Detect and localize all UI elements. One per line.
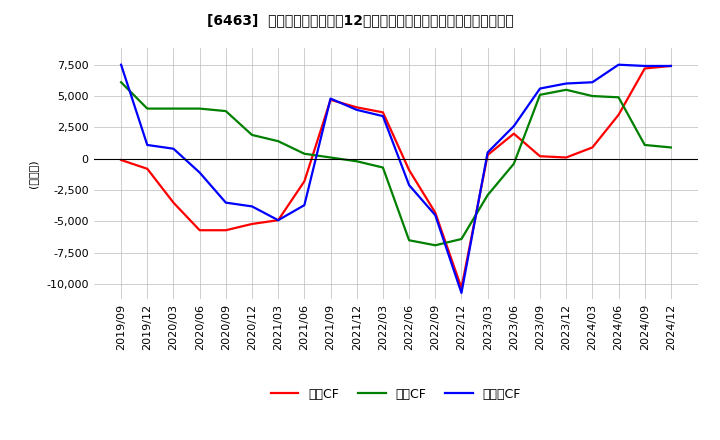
投資CF	[300, 151, 309, 156]
投資CF	[457, 236, 466, 242]
営業CF	[248, 221, 256, 227]
営業CF	[222, 227, 230, 233]
営業CF	[483, 152, 492, 158]
投資CF	[536, 92, 544, 97]
フリーCF	[352, 107, 361, 113]
営業CF	[667, 63, 675, 69]
投資CF	[143, 106, 152, 111]
フリーCF	[614, 62, 623, 67]
営業CF	[143, 166, 152, 172]
フリーCF	[405, 183, 413, 188]
フリーCF	[588, 80, 597, 85]
投資CF	[510, 161, 518, 166]
投資CF	[195, 106, 204, 111]
Legend: 営業CF, 投資CF, フリーCF: 営業CF, 投資CF, フリーCF	[266, 383, 526, 406]
投資CF	[222, 108, 230, 114]
投資CF	[117, 80, 125, 85]
営業CF	[169, 200, 178, 205]
営業CF	[300, 179, 309, 184]
営業CF	[588, 145, 597, 150]
営業CF	[352, 105, 361, 110]
フリーCF	[222, 200, 230, 205]
フリーCF	[536, 86, 544, 91]
営業CF	[510, 131, 518, 136]
フリーCF	[274, 217, 282, 223]
フリーCF	[431, 213, 440, 218]
投資CF	[405, 238, 413, 243]
投資CF	[431, 242, 440, 248]
投資CF	[588, 93, 597, 99]
フリーCF	[169, 146, 178, 151]
営業CF	[457, 285, 466, 290]
Line: 営業CF: 営業CF	[121, 66, 671, 288]
営業CF	[117, 158, 125, 163]
フリーCF	[667, 63, 675, 69]
Line: フリーCF: フリーCF	[121, 65, 671, 293]
営業CF	[274, 217, 282, 223]
フリーCF	[483, 150, 492, 155]
投資CF	[274, 139, 282, 144]
営業CF	[640, 66, 649, 71]
投資CF	[483, 192, 492, 198]
フリーCF	[195, 170, 204, 175]
フリーCF	[640, 63, 649, 69]
フリーCF	[510, 124, 518, 129]
営業CF	[536, 154, 544, 159]
投資CF	[352, 158, 361, 164]
Text: (百万円): (百万円)	[28, 159, 38, 188]
Text: [6463]  キャッシュフローの12か月移動合計の対前年同期増減額の推移: [6463] キャッシュフローの12か月移動合計の対前年同期増減額の推移	[207, 13, 513, 27]
フリーCF	[117, 62, 125, 67]
営業CF	[431, 210, 440, 215]
フリーCF	[143, 142, 152, 147]
Line: 投資CF: 投資CF	[121, 82, 671, 245]
投資CF	[248, 132, 256, 138]
投資CF	[379, 165, 387, 170]
営業CF	[562, 155, 570, 160]
投資CF	[667, 145, 675, 150]
フリーCF	[326, 96, 335, 101]
投資CF	[326, 155, 335, 160]
営業CF	[195, 227, 204, 233]
フリーCF	[379, 114, 387, 119]
投資CF	[614, 95, 623, 100]
フリーCF	[300, 202, 309, 208]
投資CF	[562, 87, 570, 92]
投資CF	[169, 106, 178, 111]
営業CF	[379, 110, 387, 115]
営業CF	[326, 97, 335, 103]
営業CF	[614, 112, 623, 117]
フリーCF	[248, 204, 256, 209]
フリーCF	[457, 290, 466, 296]
フリーCF	[562, 81, 570, 86]
営業CF	[405, 167, 413, 172]
投資CF	[640, 142, 649, 147]
